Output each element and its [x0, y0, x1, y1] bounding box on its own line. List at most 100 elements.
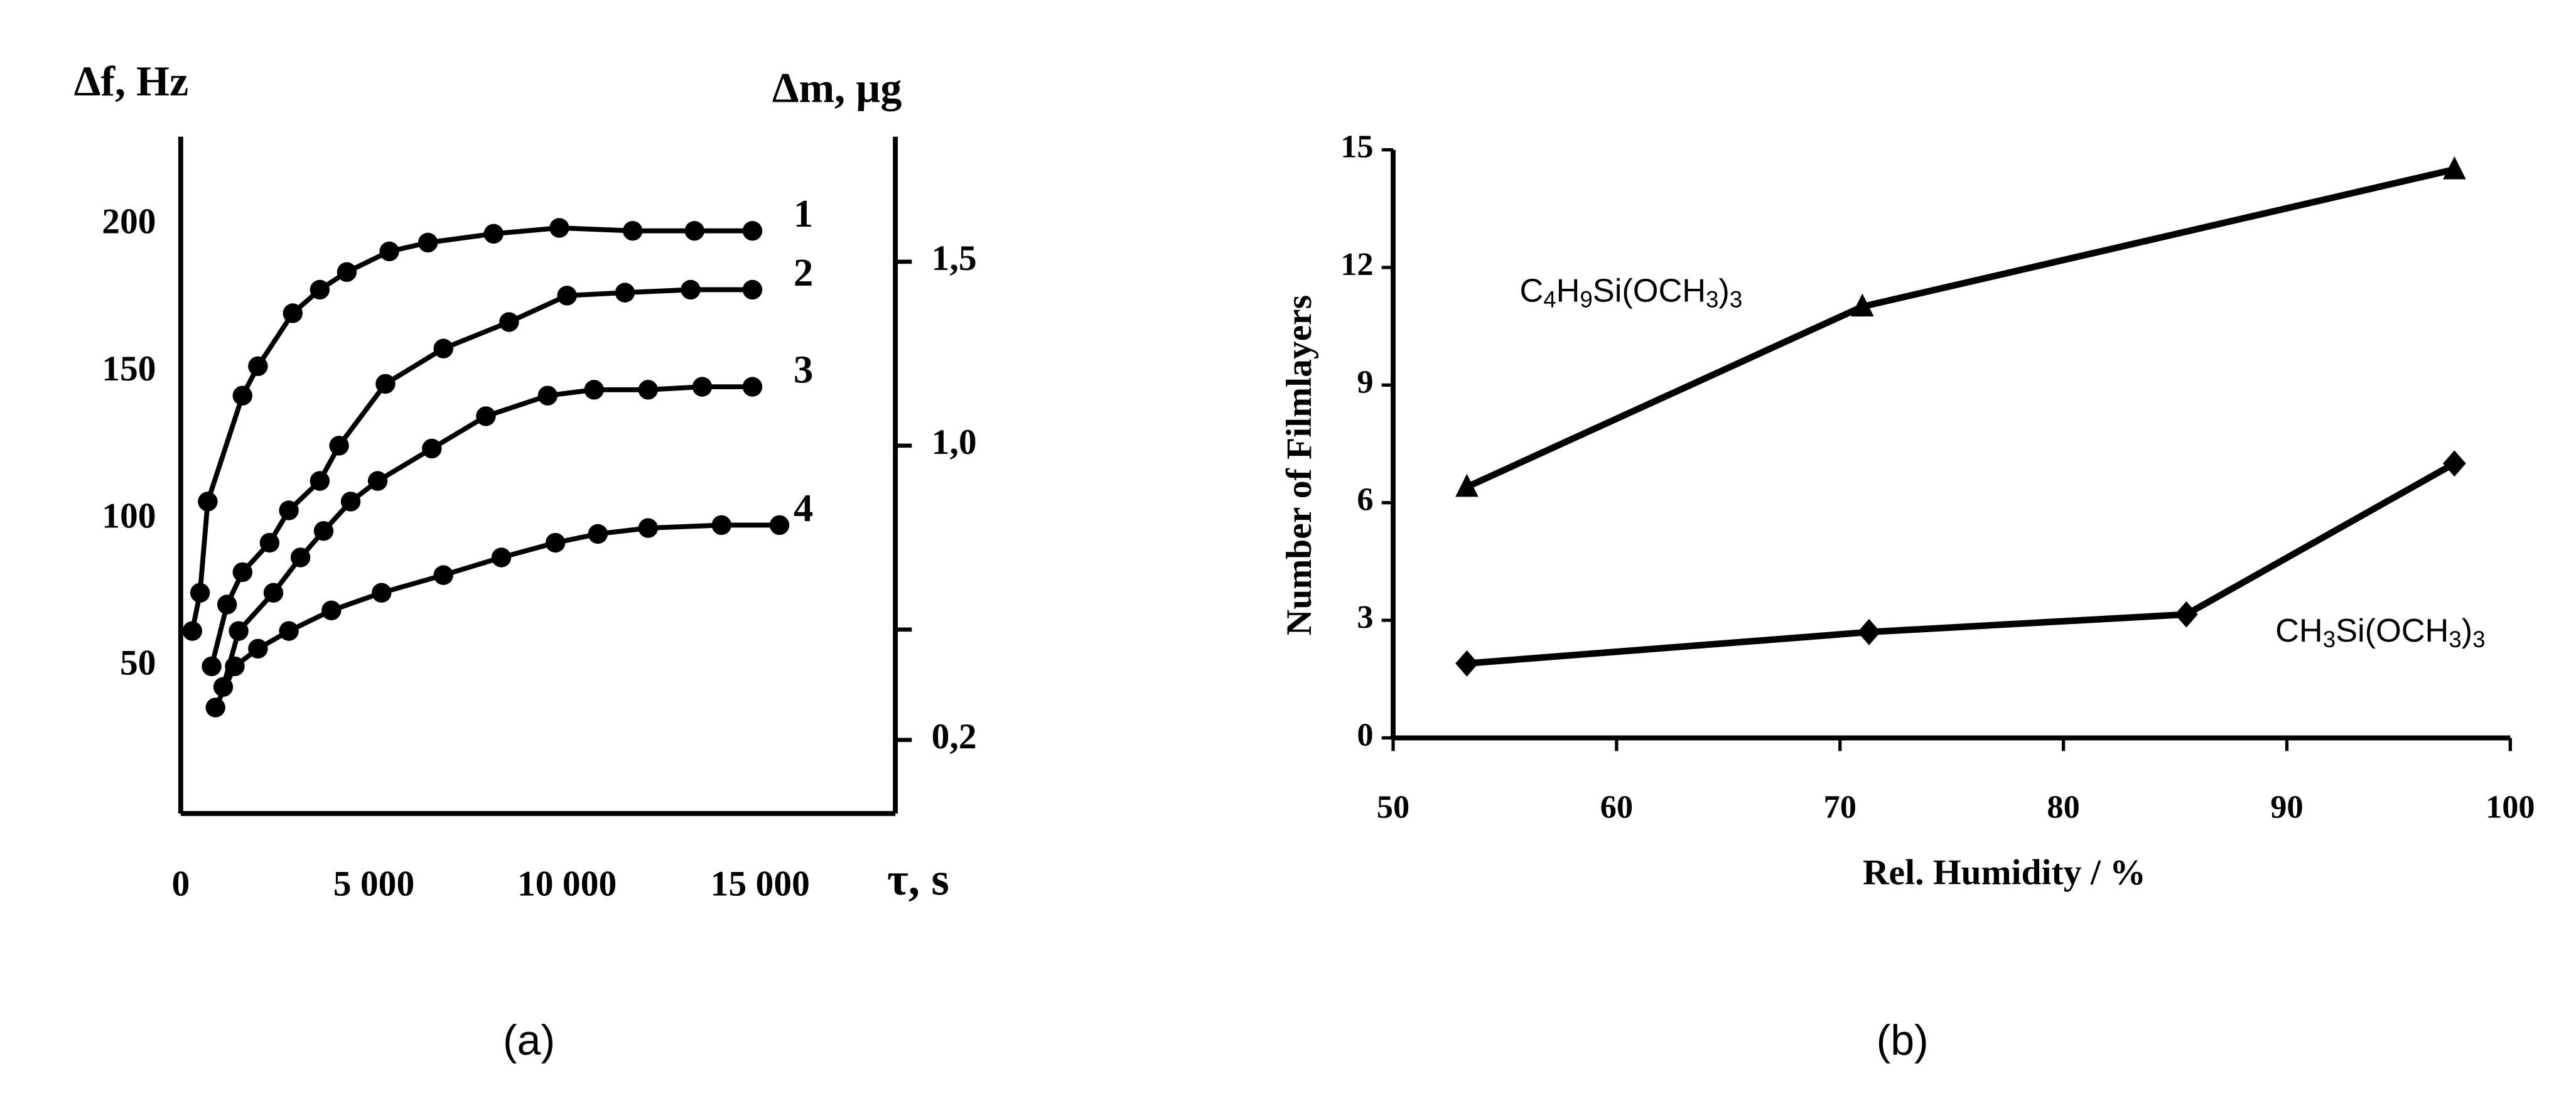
marker: [337, 262, 357, 283]
x-tick-label: 0: [171, 864, 190, 904]
marker: [202, 656, 222, 677]
marker: [248, 356, 268, 377]
panel-caption: (b): [1877, 1016, 1929, 1064]
y2-tick-label: 1,0: [932, 423, 977, 462]
marker: [310, 279, 330, 300]
x-tick-label: 50: [1377, 789, 1409, 826]
series-label: 4: [794, 486, 813, 530]
marker: [367, 471, 388, 491]
marker: [491, 547, 512, 568]
marker: [1455, 473, 1479, 497]
y-axis-title: Number of Filmlayers: [1280, 295, 1319, 635]
marker: [225, 656, 245, 677]
series-line: [1467, 460, 2456, 667]
panel-caption: (a): [503, 1016, 555, 1064]
marker: [198, 492, 218, 512]
marker: [2443, 450, 2466, 477]
series-label: 1: [794, 191, 813, 235]
series-label: C4H9Si(OCH3)3: [1519, 272, 1742, 312]
marker: [205, 697, 225, 718]
x-tick-label: 60: [1600, 789, 1633, 826]
y-tick-label: 6: [1357, 482, 1373, 518]
marker: [217, 595, 237, 615]
marker: [310, 471, 330, 491]
marker: [283, 303, 303, 323]
marker: [422, 438, 442, 459]
y-tick-label: 12: [1340, 246, 1373, 283]
x-tick-label: 90: [2270, 789, 2303, 826]
marker: [259, 532, 280, 553]
x-tick-label: 5 000: [333, 864, 414, 904]
y-tick-label: 15: [1340, 129, 1373, 165]
marker: [290, 547, 311, 568]
marker: [1850, 293, 1874, 317]
marker: [584, 380, 604, 400]
marker: [483, 223, 504, 244]
marker: [379, 241, 399, 262]
marker: [229, 621, 249, 641]
marker: [537, 385, 558, 406]
marker: [232, 562, 252, 583]
marker: [684, 221, 704, 241]
marker: [340, 492, 361, 512]
y2-axis-title: Δm, µg: [772, 64, 902, 112]
marker: [182, 621, 202, 641]
marker: [279, 500, 299, 520]
marker: [279, 621, 299, 641]
marker: [638, 518, 659, 538]
marker: [263, 583, 284, 603]
marker: [433, 565, 453, 585]
marker: [545, 532, 566, 553]
marker: [248, 638, 268, 659]
marker: [2443, 156, 2466, 180]
marker: [329, 436, 349, 456]
marker: [549, 218, 569, 238]
y-tick-label: 50: [120, 643, 156, 683]
marker: [615, 283, 635, 303]
y2-tick-label: 1,5: [932, 239, 977, 278]
y-tick-label: 150: [102, 349, 156, 389]
series-label: 2: [794, 250, 813, 294]
marker: [433, 338, 453, 358]
x-tick-label: 10 000: [517, 864, 617, 904]
marker: [313, 521, 334, 541]
y-tick-label: 0: [1357, 716, 1373, 753]
marker: [232, 385, 252, 406]
marker: [681, 279, 701, 300]
marker: [557, 286, 577, 306]
marker: [418, 232, 438, 253]
x-axis-title: Rel. Humidity / %: [1863, 853, 2146, 892]
y-tick-label: 100: [102, 496, 156, 536]
series-label: 3: [794, 348, 813, 392]
marker: [711, 515, 731, 536]
marker: [588, 524, 608, 544]
marker: [769, 515, 790, 536]
x-axis-title: τ, s: [887, 854, 949, 905]
marker: [638, 380, 659, 400]
marker: [190, 583, 210, 603]
x-tick-label: 70: [1824, 789, 1857, 826]
marker: [476, 406, 496, 426]
y2-tick-label: 0,2: [932, 717, 977, 756]
x-tick-label: 100: [2486, 789, 2535, 826]
marker: [375, 374, 396, 394]
y-tick-label: 200: [102, 202, 156, 242]
marker: [742, 279, 763, 300]
marker: [321, 600, 342, 621]
marker: [2174, 601, 2198, 628]
marker: [1857, 618, 1881, 645]
marker: [742, 377, 763, 397]
marker: [623, 221, 643, 241]
y-axis-title: Δf, Hz: [74, 57, 188, 105]
marker: [372, 583, 392, 603]
marker: [499, 312, 519, 332]
y-tick-label: 3: [1357, 599, 1373, 635]
x-tick-label: 80: [2047, 789, 2079, 826]
marker: [742, 221, 763, 241]
x-tick-label: 15 000: [711, 864, 810, 904]
marker: [692, 377, 713, 397]
y-tick-label: 9: [1357, 363, 1373, 400]
series-label: CH3Si(OCH3)3: [2275, 613, 2485, 652]
